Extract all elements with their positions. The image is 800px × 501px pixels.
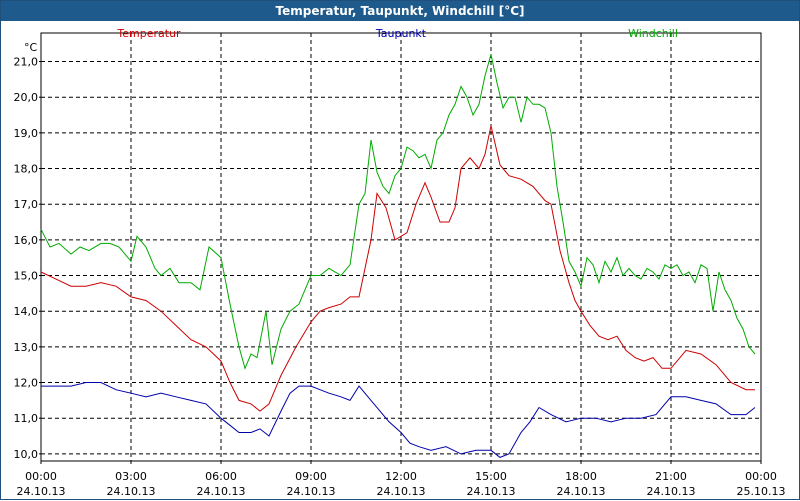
x-tick-date: 24.10.13 (287, 485, 336, 498)
x-tick-date: 24.10.13 (467, 485, 516, 498)
y-tick-label: 16,0 (14, 234, 39, 247)
x-tick-date: 24.10.13 (377, 485, 426, 498)
y-tick-label: 18,0 (14, 163, 39, 176)
legend-taupunkt: Taupunkt (375, 27, 427, 40)
y-tick-label: 14,0 (14, 305, 39, 318)
y-tick-label: 19,0 (14, 127, 39, 140)
x-tick-time: 09:00 (295, 470, 327, 483)
x-tick-date: 24.10.13 (17, 485, 66, 498)
x-tick-date: 24.10.13 (197, 485, 246, 498)
x-tick-time: 00:00 (745, 470, 777, 483)
x-tick-time: 15:00 (475, 470, 507, 483)
legend-temperatur: Temperatur (116, 27, 181, 40)
y-tick-label: 21,0 (14, 56, 39, 69)
y-tick-label: 15,0 (14, 270, 39, 283)
x-tick-labels: 00:00 24.10.13 03:00 24.10.13 06:00 24.10.13 0… (17, 461, 786, 498)
x-tick-time: 21:00 (655, 470, 687, 483)
series-line-windchill (40, 54, 756, 370)
y-tick-label: 17,0 (14, 198, 39, 211)
x-tick-date: 24.10.13 (107, 485, 156, 498)
x-tick-date: 24.10.13 (557, 485, 606, 498)
legend: Temperatur Taupunkt Windchill (116, 27, 678, 40)
y-tick-labels: 21,0 20,0 19,0 18,0 17,0 16,0 15,0 14,0 13,0 12,0… (14, 56, 41, 461)
y-tick-label: 10,0 (14, 448, 39, 461)
x-tick-time: 18:00 (565, 470, 597, 483)
series-line-taupunkt (41, 382, 756, 458)
x-tick-date: 25.10.13 (737, 485, 786, 498)
x-tick-time: 06:00 (205, 470, 237, 483)
grid (41, 33, 761, 461)
y-tick-label: 20,0 (14, 91, 39, 104)
chart-title: Temperatur, Taupunkt, Windchill [°C] (1, 1, 799, 21)
x-tick-time: 00:00 (25, 470, 57, 483)
y-tick-label: 12,0 (14, 377, 39, 390)
x-tick-time: 12:00 (385, 470, 417, 483)
y-tick-label: 11,0 (14, 412, 39, 425)
x-tick-time: 03:00 (115, 470, 147, 483)
series-line-temperatur (40, 125, 755, 412)
y-tick-label: 13,0 (14, 341, 39, 354)
y-axis-unit: °C (24, 41, 38, 54)
legend-windchill: Windchill (628, 27, 678, 40)
x-tick-date: 24.10.13 (647, 485, 696, 498)
series-lines (40, 54, 756, 458)
